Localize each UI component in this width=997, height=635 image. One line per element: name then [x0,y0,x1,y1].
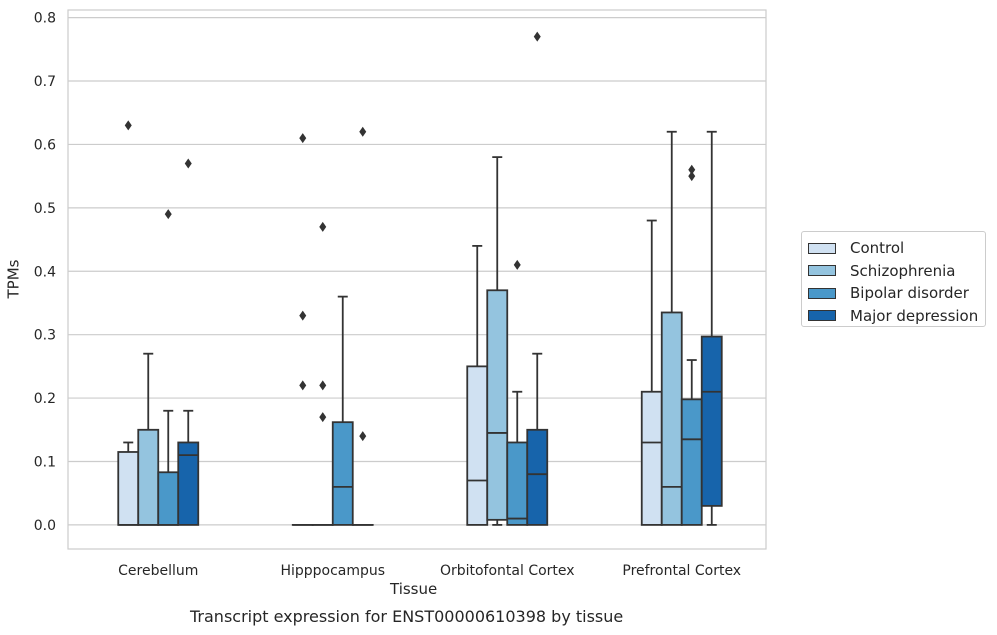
outlier-point [124,120,132,131]
x-tick-label: Cerebellum [118,563,198,579]
box-schizophrenia [137,352,160,526]
outlier-point [299,310,307,321]
y-tick-label: 0.7 [34,74,56,90]
y-tick-label: 0.1 [34,454,56,470]
outlier-point [319,380,327,391]
outlier-point [184,158,192,169]
x-tick-label: Prefrontal Cortex [622,563,741,579]
x-tick-label: Orbitofontal Cortex [440,563,575,579]
y-tick-label: 0.2 [34,391,56,407]
box-schizophrenia [311,221,334,526]
box-control [291,133,314,526]
legend-swatch [808,265,836,277]
legend-label: Control [850,239,905,258]
box-bipolar-disorder [680,164,703,526]
legend-item: Schizophrenia [808,260,985,283]
outlier-point [299,380,307,391]
x-tick-label: Hipppocampus [280,563,385,579]
legend-item: Control [808,237,985,260]
box-major-depression [177,158,200,526]
legend-swatch [808,287,836,299]
iqr-box [700,335,723,507]
legend: Control Schizophrenia Bipolar disorder M… [801,231,986,327]
outlier-point [688,164,696,175]
legend-swatch [808,242,836,254]
iqr-box [660,311,683,526]
iqr-box [157,471,180,526]
iqr-box [117,451,140,526]
box-major-depression [526,31,549,526]
legend-item: Major depression [808,305,985,328]
outlier-point [533,31,541,42]
box-schizophrenia [486,156,509,526]
outlier-point [688,171,696,182]
iqr-box [177,441,200,526]
outlier-point [359,431,367,442]
iqr-box [506,441,529,526]
box-bipolar-disorder [506,259,529,526]
outlier-point [319,221,327,232]
legend-swatch [808,310,836,322]
outlier-point [513,259,521,270]
outlier-point [319,412,327,423]
legend-label: Schizophrenia [850,261,956,280]
box-bipolar-disorder [331,295,354,526]
y-tick-label: 0.5 [34,201,56,217]
y-tick-label: 0.6 [34,137,56,153]
y-tick-label: 0.3 [34,328,56,344]
y-tick-label: 0.0 [34,518,56,534]
iqr-box [486,289,509,521]
box-bipolar-disorder [157,209,180,526]
y-tick-label: 0.8 [34,11,56,27]
legend-item: Bipolar disorder [808,282,985,305]
y-tick-label: 0.4 [34,264,56,280]
iqr-box [680,398,703,526]
box-major-depression [700,130,723,526]
legend-label: Major depression [850,306,979,325]
y-axis-label: TPMs [4,259,23,299]
chart-caption: Transcript expression for ENST0000061039… [190,607,624,626]
box-major-depression [351,126,374,526]
outlier-point [359,126,367,137]
outlier-point [164,209,172,220]
iqr-box [137,428,160,526]
legend-label: Bipolar disorder [850,284,969,303]
iqr-box [466,365,489,526]
iqr-box [331,421,354,526]
iqr-box [526,428,549,526]
outlier-point [299,133,307,144]
iqr-box [640,390,663,526]
x-axis-label: Tissue [390,580,438,598]
